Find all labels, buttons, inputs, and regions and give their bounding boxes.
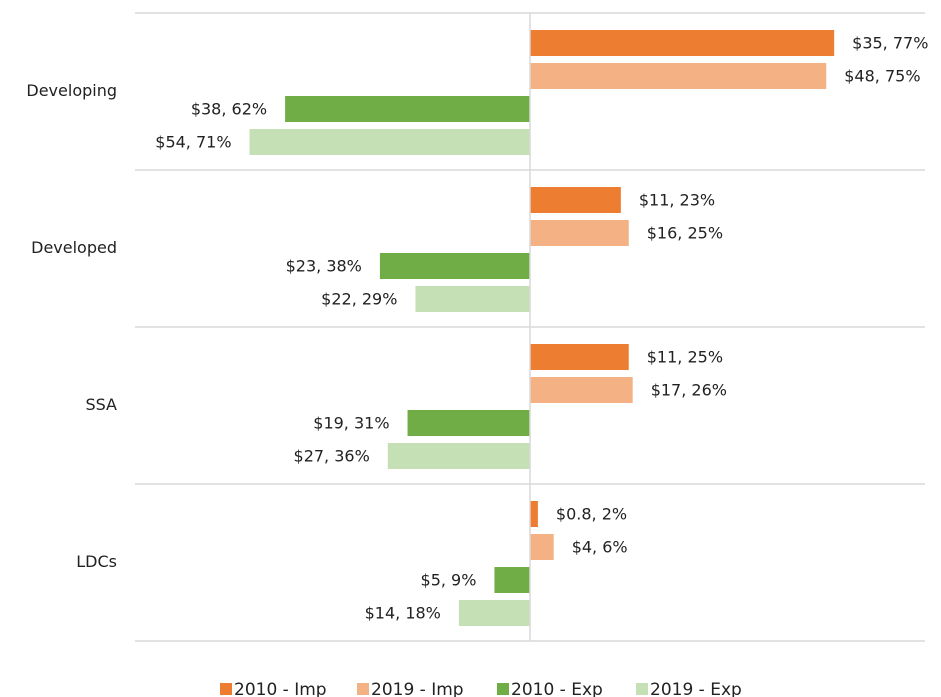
bar (415, 286, 530, 312)
legend-label: 2010 - Exp (511, 680, 603, 697)
value-label: $19, 31% (313, 414, 389, 433)
value-label: $17, 26% (651, 381, 727, 400)
value-label: $27, 36% (294, 447, 370, 466)
value-label: $54, 71% (155, 133, 231, 152)
category-label: SSA (85, 395, 117, 414)
bar (494, 567, 530, 593)
value-label: $23, 38% (286, 257, 362, 276)
bar (530, 534, 554, 560)
value-label: $4, 6% (572, 538, 628, 557)
bar (530, 30, 835, 56)
legend-label: 2019 - Imp (371, 680, 464, 697)
value-label: $16, 25% (647, 224, 723, 243)
legend-swatch (220, 683, 232, 695)
bar (458, 600, 530, 626)
value-label: $22, 29% (321, 290, 397, 309)
bar (530, 220, 629, 246)
value-label: $38, 62% (191, 100, 267, 119)
legend-label: 2010 - Imp (234, 680, 327, 697)
bar (530, 187, 621, 213)
category-label: LDCs (76, 552, 117, 571)
value-label: $0.8, 2% (556, 505, 627, 524)
legend-label: 2019 - Exp (650, 680, 742, 697)
value-label: $35, 77% (852, 34, 928, 53)
legend-swatch (357, 683, 369, 695)
category-label: Developing (26, 81, 117, 100)
category-label: Developed (31, 238, 117, 257)
legend-swatch (497, 683, 509, 695)
value-label: $5, 9% (421, 571, 477, 590)
value-label: $48, 75% (844, 67, 920, 86)
bar (530, 63, 827, 89)
bar (530, 377, 633, 403)
bar (530, 501, 538, 527)
bar (387, 443, 530, 469)
legend-swatch (636, 683, 648, 695)
bar (285, 96, 530, 122)
bar (407, 410, 530, 436)
bar (249, 129, 531, 155)
value-label: $11, 23% (639, 191, 715, 210)
bar (530, 344, 629, 370)
value-label: $11, 25% (647, 348, 723, 367)
bar (379, 253, 530, 279)
value-label: $14, 18% (365, 604, 441, 623)
